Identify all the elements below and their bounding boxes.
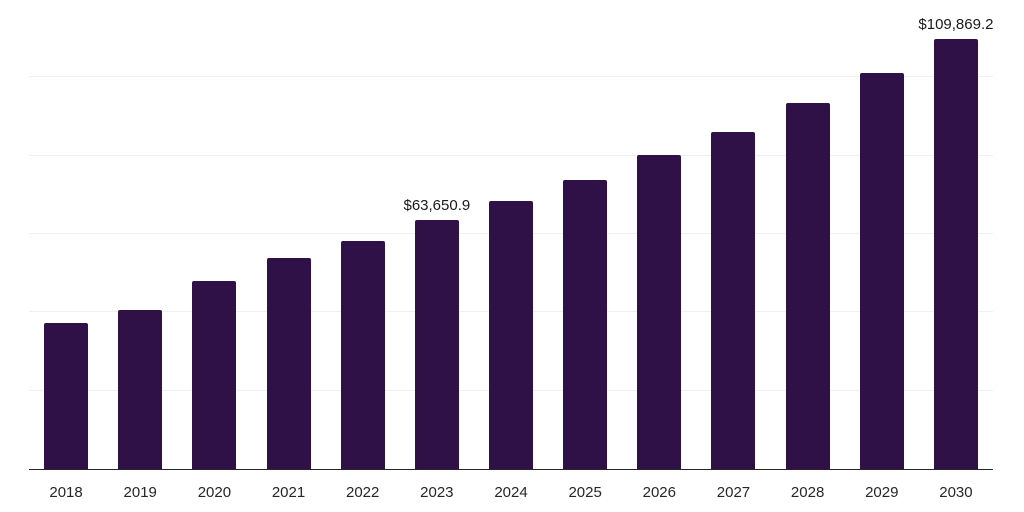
plot-area: $63,650.9 $109,869.2 [29, 0, 993, 470]
bar-2025 [563, 180, 608, 469]
x-tick-2020: 2020 [197, 484, 232, 501]
x-tick-2021: 2021 [271, 484, 306, 501]
bar-2020 [192, 281, 237, 469]
bar-2022 [340, 241, 385, 469]
bar-2021 [266, 257, 311, 469]
x-tick-2025: 2025 [568, 484, 602, 501]
bar-2024 [489, 201, 533, 469]
bar-2026 [637, 155, 682, 469]
x-tick-2029: 2029 [865, 484, 899, 501]
bar-2029 [859, 72, 904, 469]
bar-2030 [933, 38, 978, 469]
x-axis: 2018 2019 2020 2021 2022 2023 2024 2025 2026 2027… [29, 470, 993, 512]
bar-2028 [785, 102, 830, 469]
data-label-2030: $109,869.2 [918, 15, 994, 33]
x-tick-2027: 2027 [716, 484, 751, 501]
gridline [29, 154, 993, 156]
x-tick-2018: 2018 [49, 484, 83, 501]
x-tick-2024: 2024 [494, 484, 528, 501]
bar-2027 [711, 131, 756, 469]
gridline [29, 76, 993, 78]
x-tick-2022: 2022 [346, 484, 380, 501]
bar-2023 [414, 219, 459, 469]
x-tick-2023: 2023 [420, 484, 454, 501]
x-tick-2026: 2026 [642, 484, 676, 501]
bar-2019 [118, 309, 163, 469]
x-tick-2028: 2028 [790, 484, 825, 501]
x-tick-2030: 2030 [939, 484, 973, 501]
data-label-2023: $63,650.9 [403, 196, 471, 214]
bar-2018 [44, 322, 89, 469]
x-tick-2019: 2019 [123, 484, 157, 501]
